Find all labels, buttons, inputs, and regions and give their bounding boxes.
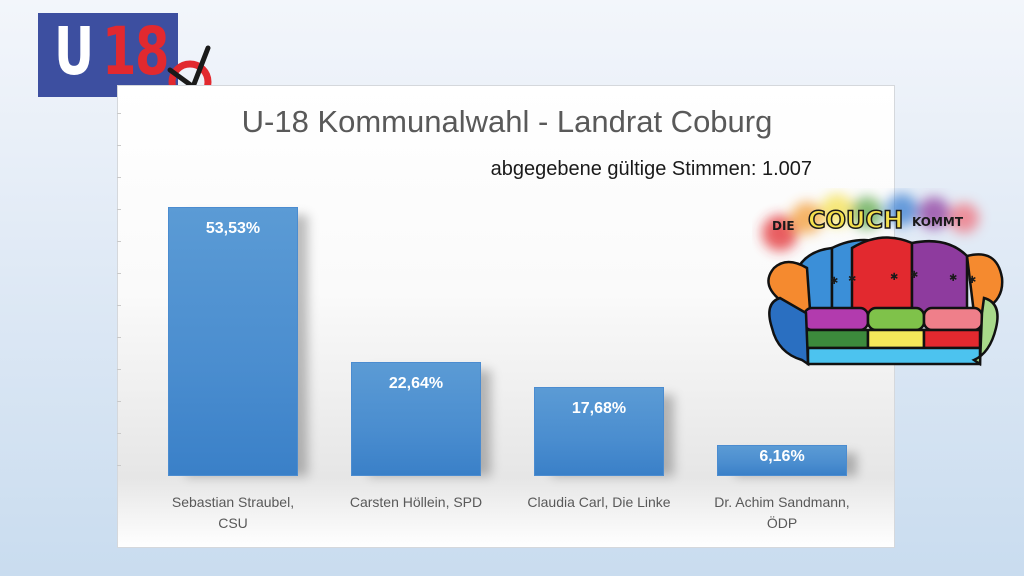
- bar-straubel: 53,53%: [168, 207, 298, 476]
- svg-text:✱: ✱: [968, 275, 976, 286]
- category-label-line: ÖDP: [766, 515, 798, 531]
- u18-logo-number: 18: [102, 13, 169, 90]
- category-label-line: Carsten Höllein, SPD: [349, 494, 483, 510]
- couch-buttons-icon: ✱ ✱ ✱ ✱ ✱ ✱: [830, 270, 976, 287]
- svg-text:✱: ✱: [949, 273, 957, 284]
- category-label-line: Dr. Achim Sandmann,: [714, 494, 850, 510]
- category-label-line: CSU: [218, 515, 248, 531]
- category-label-carl: Claudia Carl, Die Linke: [509, 492, 689, 513]
- svg-text:✱: ✱: [848, 274, 856, 285]
- die-couch-kommt-logo: DIE COUCH KOMMT ✱ ✱ ✱ ✱ ✱ ✱: [762, 194, 1004, 367]
- bar-carl: 17,68%: [534, 387, 664, 476]
- bar-value-label: 22,64%: [388, 375, 444, 392]
- bar-value-label: 6,16%: [759, 448, 805, 465]
- couch-icon: [767, 236, 1004, 367]
- chart-title: U-18 Kommunalwahl - Landrat Coburg: [241, 104, 773, 139]
- u18-logo-background: [38, 13, 178, 97]
- bar-value-label: 53,53%: [205, 220, 261, 237]
- couch-logo-die: DIE: [772, 219, 795, 233]
- svg-text:✱: ✱: [830, 276, 838, 287]
- couch-logo-couch: COUCH: [808, 206, 903, 234]
- category-label-line: Claudia Carl, Die Linke: [527, 494, 671, 510]
- axis-ticks: [117, 85, 121, 485]
- bar-sandmann: 6,16%: [717, 445, 847, 476]
- svg-text:✱: ✱: [910, 270, 918, 281]
- paint-splash-icon: [762, 194, 979, 251]
- category-label-line: Sebastian Straubel,: [171, 494, 295, 510]
- chart-subtitle: abgegebene gültige Stimmen: 1.007: [490, 158, 812, 180]
- category-label-straubel: Sebastian Straubel, CSU: [143, 492, 323, 534]
- bar-value-label: 17,68%: [571, 400, 627, 417]
- u18-logo-u: U: [54, 13, 94, 90]
- bar-hoellein: 22,64%: [351, 362, 481, 476]
- couch-logo-kommt: KOMMT: [912, 215, 964, 229]
- category-label-sandmann: Dr. Achim Sandmann, ÖDP: [692, 492, 872, 534]
- svg-text:✱: ✱: [890, 272, 898, 283]
- u18-logo: U 18: [38, 13, 186, 98]
- category-label-hoellein: Carsten Höllein, SPD: [326, 492, 506, 513]
